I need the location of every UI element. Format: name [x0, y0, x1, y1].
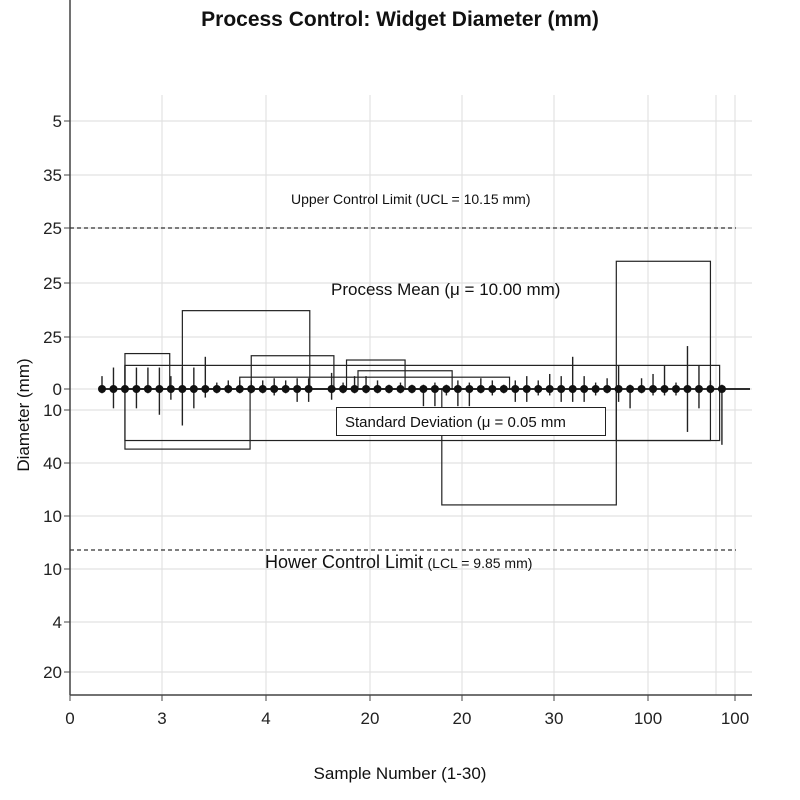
y-tick-label: 40	[43, 454, 62, 473]
x-tick-label: 3	[157, 709, 166, 728]
data-point	[499, 385, 508, 393]
data-point	[373, 385, 382, 393]
data-point	[304, 385, 313, 393]
data-point	[453, 385, 462, 393]
data-point	[143, 385, 152, 393]
data-point	[637, 385, 646, 393]
x-tick-label: 100	[634, 709, 662, 728]
x-axis-label: Sample Number (1-30)	[313, 764, 487, 783]
data-point	[339, 385, 348, 393]
data-point	[442, 385, 451, 393]
ucl-label: Upper Control Limit (UCL = 10.15 mm)	[291, 191, 531, 207]
y-tick-label: 10	[43, 560, 62, 579]
y-tick-label: 25	[43, 274, 62, 293]
data-point	[580, 385, 589, 393]
y-tick-label: 5	[53, 112, 62, 131]
data-point	[465, 385, 474, 393]
y-tick-label: 35	[43, 166, 62, 185]
data-point	[488, 385, 497, 393]
data-point	[178, 385, 187, 393]
range-box	[250, 355, 335, 390]
data-point	[534, 385, 543, 393]
lcl-label: Hower Control Limit (LCL = 9.85 mm)	[265, 552, 532, 573]
data-point	[603, 385, 612, 393]
data-point	[706, 385, 715, 393]
data-point	[385, 385, 393, 393]
data-point	[327, 385, 336, 393]
data-point	[362, 385, 371, 393]
data-point	[120, 385, 129, 393]
data-point	[98, 385, 106, 393]
lcl-label-main: Hower Control Limit	[265, 552, 424, 572]
std-dev-label: Standard Deviation (μ = 0.05 mm	[336, 407, 606, 436]
data-point	[166, 385, 175, 393]
data-point	[545, 385, 554, 393]
data-point	[396, 385, 405, 393]
x-tick-label: 0	[65, 709, 74, 728]
range-box	[345, 359, 406, 390]
x-tick-label: 30	[545, 709, 564, 728]
y-tick-label: 20	[43, 663, 62, 682]
data-point	[189, 385, 198, 393]
y-tick-label: 4	[53, 613, 62, 632]
data-point	[430, 385, 439, 393]
data-point	[235, 385, 244, 393]
data-point	[293, 385, 302, 393]
x-tick-label: 20	[453, 709, 472, 728]
data-point	[614, 385, 623, 393]
data-point	[350, 385, 359, 393]
mean-label: Process Mean (μ = 10.00 mm)	[331, 280, 561, 299]
data-point	[419, 385, 428, 393]
lcl-label-value: (LCL = 9.85 mm)	[427, 555, 533, 571]
data-point	[258, 385, 267, 393]
data-point	[281, 385, 290, 393]
data-point	[511, 385, 520, 393]
chart-title: Process Control: Widget Diameter (mm)	[201, 8, 599, 31]
data-point	[717, 385, 726, 393]
data-point	[247, 385, 256, 393]
range-box	[615, 260, 712, 442]
data-point	[557, 385, 566, 393]
data-point	[660, 385, 669, 393]
data-point	[591, 385, 600, 393]
data-point	[683, 385, 692, 393]
data-point	[649, 385, 658, 393]
data-point	[201, 385, 210, 393]
y-tick-label: 25	[43, 328, 62, 347]
data-point	[109, 385, 118, 393]
y-tick-label: 10	[43, 507, 62, 526]
data-point	[522, 385, 531, 393]
x-tick-label: 4	[261, 709, 270, 728]
data-point	[224, 385, 233, 393]
data-point	[270, 385, 279, 393]
data-point	[694, 385, 703, 393]
y-tick-label: 10	[43, 401, 62, 420]
data-point	[407, 385, 416, 393]
data-point	[132, 385, 141, 393]
x-tick-label: 20	[361, 709, 380, 728]
y-tick-label: 0	[53, 380, 62, 399]
data-point	[476, 385, 485, 393]
data-point	[155, 385, 164, 393]
y-tick-label: 25	[43, 219, 62, 238]
data-point	[672, 385, 680, 393]
x-tick-label: 100	[721, 709, 749, 728]
data-point	[568, 385, 577, 393]
data-point	[212, 385, 221, 393]
data-point	[626, 385, 635, 393]
